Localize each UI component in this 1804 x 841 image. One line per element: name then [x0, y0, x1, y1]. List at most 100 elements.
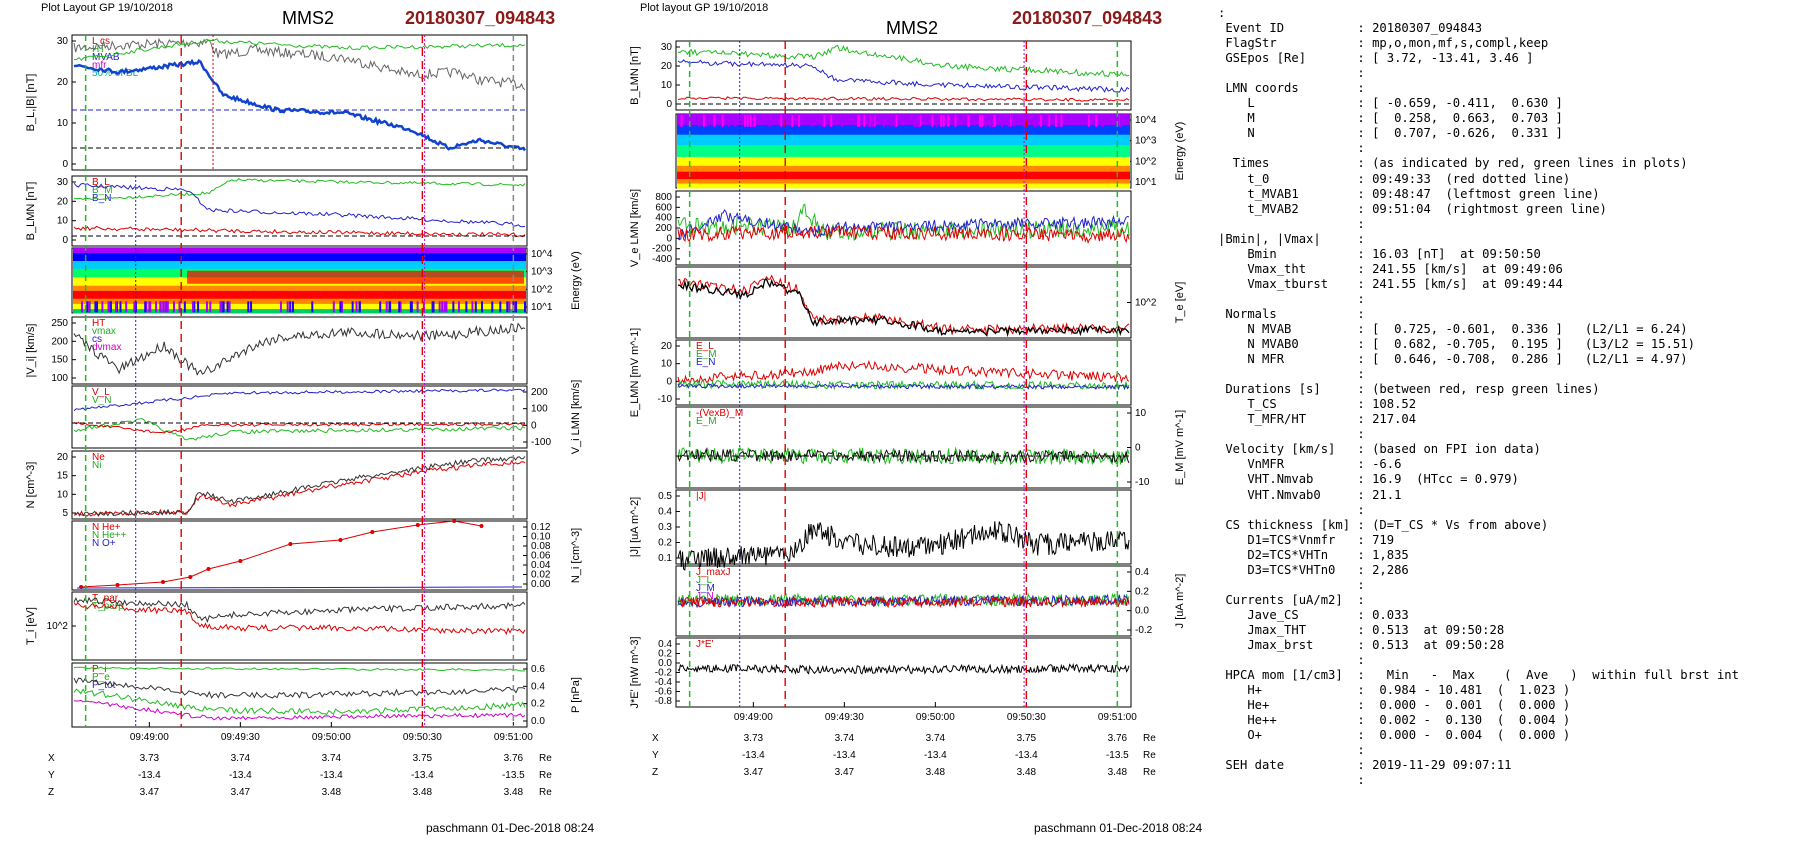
spectrogram-spike — [942, 115, 945, 127]
spectrogram-spike — [416, 301, 419, 313]
spectrogram-spike — [291, 301, 294, 313]
middle-pos-label: Y — [652, 750, 659, 761]
spectrogram-spike — [457, 301, 460, 313]
spectrogram-spike — [379, 301, 382, 313]
left-legend: cs — [92, 334, 102, 345]
middle-ytick: 10^3 — [1135, 136, 1157, 147]
spectrogram-spike — [155, 301, 158, 313]
spectrogram-spike — [989, 115, 992, 127]
spectrogram-band — [73, 303, 526, 310]
left-ytick: 0.10 — [531, 532, 551, 543]
spectrogram-spike — [728, 115, 731, 127]
middle-xtick: 09:50:30 — [1007, 712, 1046, 723]
info-line: N MVAB : [ 0.725, -0.601, 0.336 ] (L2/L1… — [1218, 321, 1688, 336]
info-line: : — [1218, 291, 1365, 306]
left-panel-frame — [71, 316, 528, 385]
he-pp-point — [161, 580, 165, 584]
spectrogram-hot — [187, 270, 524, 284]
spectrogram-spike — [1058, 115, 1061, 127]
bl2-line — [73, 182, 526, 228]
spectrogram-spike — [1001, 115, 1004, 127]
he-pp-point — [338, 538, 343, 542]
left-ytick: 10^3 — [531, 267, 553, 278]
spectrogram-spike — [840, 115, 843, 127]
left-ytick: 150 — [51, 355, 68, 366]
middle-plot-header: Plot layout GP 19/10/2018 — [640, 2, 769, 14]
spectrogram-spike — [164, 301, 167, 313]
spectrogram-spike — [399, 301, 402, 313]
middle-ylabel: |J| [uA m^-2] — [629, 497, 641, 557]
left-ytick: 10^2 — [47, 621, 69, 632]
middle-panel-frame — [675, 190, 1132, 266]
middle-panel-frame — [675, 637, 1132, 708]
info-line: O+ : 0.000 - 0.004 ( 0.000 ) — [1218, 728, 1571, 743]
spectrogram-spike — [422, 301, 425, 313]
vi-line — [73, 322, 526, 376]
he-pp-line — [81, 520, 482, 588]
middle-ytick: 0.2 — [658, 649, 672, 660]
info-line: : — [1218, 502, 1365, 517]
middle-pos-value: 3.47 — [835, 767, 855, 778]
left-ytick: 15 — [57, 471, 69, 482]
spectrogram-spike — [823, 115, 826, 127]
left-ytick: 20 — [57, 77, 69, 88]
o-plus-line — [76, 586, 523, 589]
tpar-line — [73, 602, 526, 636]
middle-ytick: 0.3 — [658, 522, 672, 533]
spectrogram-spike — [746, 115, 749, 127]
middle-ytick: 0.5 — [658, 491, 672, 502]
left-ytick: 100 — [51, 373, 68, 384]
spectrogram-spike — [867, 115, 870, 127]
middle-ytick: 10 — [1135, 408, 1147, 419]
middle-ytick: -200 — [652, 244, 672, 255]
spectrogram-spike — [220, 301, 223, 313]
info-line: Vmax_tburst : 241.55 [km/s] at 09:49:44 — [1218, 276, 1563, 291]
spectrogram-spike — [88, 301, 91, 313]
spectrogram-spike — [432, 301, 435, 313]
info-line: : — [1218, 141, 1365, 156]
spectrogram-spike — [133, 301, 136, 313]
middle-ytick: -0.6 — [655, 687, 673, 698]
spectrogram-spike — [1008, 115, 1011, 127]
left-panel-frame — [71, 520, 528, 591]
spectrogram-spike — [734, 115, 737, 127]
spectrogram-band — [73, 248, 526, 254]
middle-pos-label: X — [652, 733, 659, 744]
left-pos-value: 3.73 — [140, 753, 160, 764]
spectrogram-spike — [893, 115, 896, 127]
middle-pos-value: 3.48 — [1108, 767, 1128, 778]
spectrogram-spike — [1120, 115, 1123, 127]
spectrogram-band — [677, 179, 1130, 185]
middle-panel-frame — [675, 489, 1132, 565]
ne-line — [73, 459, 526, 517]
spectrogram-band — [677, 165, 1130, 173]
spectrogram-spike — [1039, 115, 1042, 127]
left-pos-unit: Re — [539, 770, 552, 781]
spectrogram-spike — [183, 301, 186, 313]
spectrogram-spike — [993, 115, 996, 127]
middle-legend: J_L — [696, 575, 713, 586]
spectrogram-spike — [1060, 115, 1063, 127]
info-line: He+ : 0.000 - 0.001 ( 0.000 ) — [1218, 698, 1571, 713]
spectrogram-spike — [1033, 115, 1036, 127]
spectrogram-spike — [193, 301, 196, 313]
spectrogram-spike — [915, 115, 918, 127]
left-ytick: 100 — [531, 404, 548, 415]
middle-legend: -(VexB)_M — [696, 408, 743, 419]
info-line: Times : (as indicated by red, green line… — [1218, 156, 1688, 171]
spectrogram-spike — [689, 115, 692, 127]
middle-ytick: -0.8 — [655, 696, 673, 707]
info-line: Normals : — [1218, 306, 1365, 321]
spectrogram-spike — [1095, 115, 1098, 127]
middle-pos-value: -13.4 — [833, 750, 856, 761]
spectrogram-spike — [205, 301, 208, 313]
left-ytick: 0.0 — [531, 716, 545, 727]
en-line — [677, 382, 1130, 391]
spectrogram-spike — [810, 115, 813, 127]
middle-ylabel: E_LMN [mV m^-1] — [629, 328, 641, 418]
spectrogram-spike — [1048, 115, 1051, 127]
je-line — [677, 662, 1130, 675]
spectrogram-spike — [931, 115, 934, 127]
spectrogram-spike — [750, 115, 753, 127]
info-line: : — [1218, 367, 1365, 382]
